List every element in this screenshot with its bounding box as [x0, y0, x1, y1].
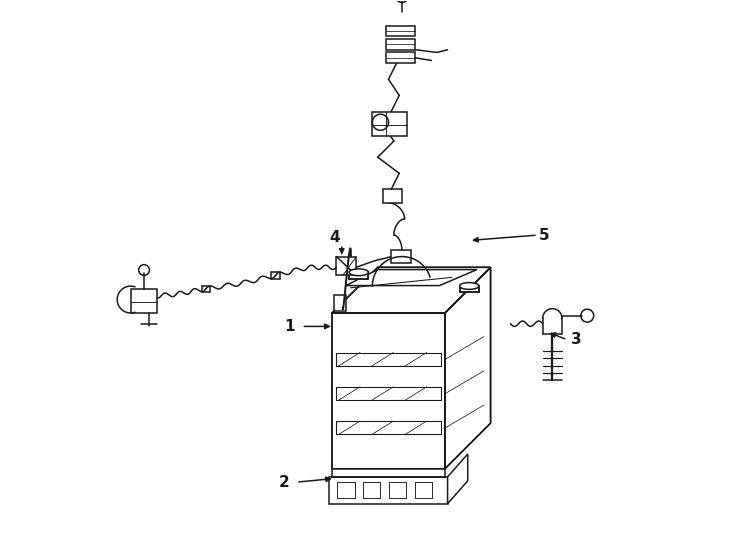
Polygon shape: [372, 112, 407, 136]
Polygon shape: [386, 52, 415, 63]
Polygon shape: [349, 272, 368, 279]
Polygon shape: [131, 289, 158, 313]
Polygon shape: [459, 286, 479, 293]
Ellipse shape: [349, 269, 368, 275]
Polygon shape: [383, 190, 402, 203]
Polygon shape: [386, 39, 415, 50]
Polygon shape: [332, 267, 490, 313]
Text: 4: 4: [330, 230, 340, 245]
Polygon shape: [336, 256, 356, 275]
Polygon shape: [332, 313, 445, 469]
Ellipse shape: [459, 282, 479, 289]
Polygon shape: [386, 25, 415, 36]
Polygon shape: [335, 295, 346, 310]
Text: 5: 5: [539, 227, 550, 242]
Polygon shape: [330, 477, 448, 504]
Text: 3: 3: [571, 332, 582, 347]
Polygon shape: [445, 267, 490, 469]
Polygon shape: [448, 454, 468, 504]
Text: 2: 2: [278, 475, 289, 490]
Text: 1: 1: [284, 319, 294, 334]
Polygon shape: [391, 250, 411, 263]
Polygon shape: [346, 269, 477, 286]
Polygon shape: [332, 469, 445, 477]
